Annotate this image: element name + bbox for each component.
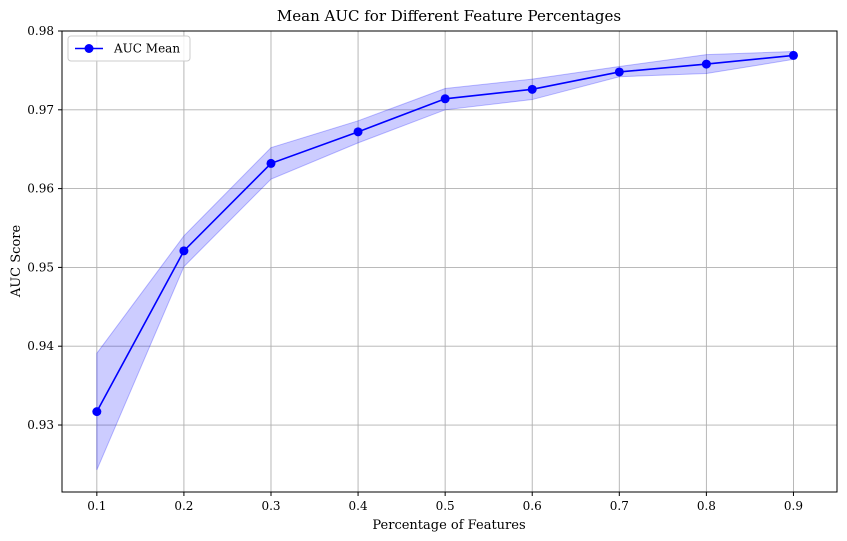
x-tick-label: 0.5 xyxy=(436,499,455,513)
y-tick-label: 0.96 xyxy=(27,182,54,196)
x-tick-label: 0.9 xyxy=(784,499,803,513)
legend: AUC Mean xyxy=(67,35,191,62)
x-tick-label: 0.8 xyxy=(697,499,716,513)
chart-title: Mean AUC for Different Feature Percentag… xyxy=(277,7,621,25)
data-point xyxy=(179,246,189,256)
x-tick-label: 0.1 xyxy=(87,499,106,513)
data-point xyxy=(440,94,450,104)
y-tick-label: 0.94 xyxy=(27,339,54,353)
data-point xyxy=(266,158,276,168)
x-tick-label: 0.3 xyxy=(261,499,280,513)
y-axis-title: AUC Score xyxy=(9,225,24,299)
y-tick-label: 0.98 xyxy=(27,24,54,38)
x-axis-ticks: 0.1 0.2 0.3 0.4 0.5 0.6 0.7 0.8 0.9 xyxy=(87,492,803,513)
y-tick-label: 0.95 xyxy=(27,260,54,274)
x-tick-label: 0.4 xyxy=(349,499,368,513)
series-layer xyxy=(92,50,798,417)
legend-label: AUC Mean xyxy=(113,42,180,56)
x-tick-label: 0.7 xyxy=(610,499,629,513)
data-point xyxy=(527,84,537,94)
legend-marker-swatch xyxy=(84,44,94,53)
data-point xyxy=(92,407,102,417)
plot-area-frame xyxy=(61,30,838,493)
legend-box xyxy=(67,35,191,62)
x-axis-title: Percentage of Features xyxy=(372,518,525,533)
x-tick-label: 0.2 xyxy=(174,499,193,513)
grid-lines xyxy=(62,30,837,492)
data-point xyxy=(788,50,798,60)
data-point xyxy=(614,67,624,77)
y-axis-ticks: 0.93 0.94 0.95 0.96 0.97 0.98 xyxy=(27,24,62,432)
data-point xyxy=(353,127,363,137)
y-tick-label: 0.93 xyxy=(27,418,54,432)
x-tick-label: 0.6 xyxy=(523,499,542,513)
data-point xyxy=(701,59,711,69)
y-tick-label: 0.97 xyxy=(27,103,54,117)
